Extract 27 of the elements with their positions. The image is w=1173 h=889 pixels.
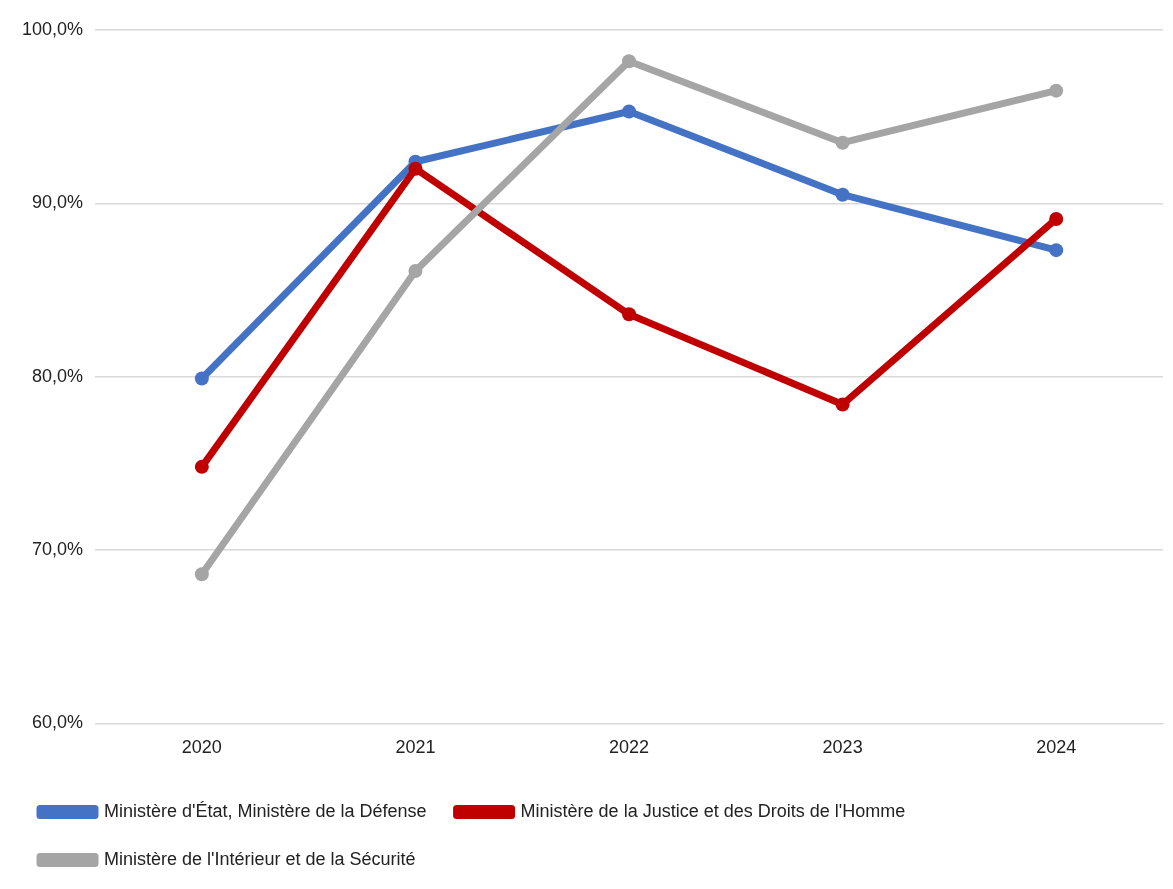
y-tick-label: 80,0% [32, 365, 84, 386]
point [1049, 211, 1064, 226]
legend-label: Ministère de la Justice et des Droits de l'Homme [520, 800, 906, 821]
point [622, 104, 637, 119]
legend-label: Ministère d'État, Ministère de la Défense [104, 800, 427, 821]
point [622, 307, 637, 322]
point [1049, 83, 1064, 98]
point [835, 187, 850, 202]
point [1049, 243, 1064, 258]
y-tick-label: 70,0% [32, 539, 84, 560]
point [835, 397, 850, 412]
y-tick-label: 60,0% [32, 712, 84, 733]
x-tick-label: 2023 [822, 737, 863, 758]
point [194, 371, 209, 386]
y-tick-label: 100,0% [21, 18, 84, 39]
x-tick-label: 2021 [395, 737, 436, 758]
point [835, 135, 850, 150]
legend-label: Ministère de l'Intérieur et de la Sécurité [104, 848, 416, 869]
x-tick-label: 2024 [1036, 737, 1077, 758]
point [194, 459, 209, 474]
x-tick-label: 2022 [609, 737, 650, 758]
point [408, 263, 423, 278]
point [194, 567, 209, 582]
point [408, 161, 423, 176]
x-tick-label: 2020 [181, 737, 222, 758]
y-tick-label: 90,0% [32, 192, 84, 213]
point [622, 54, 637, 69]
